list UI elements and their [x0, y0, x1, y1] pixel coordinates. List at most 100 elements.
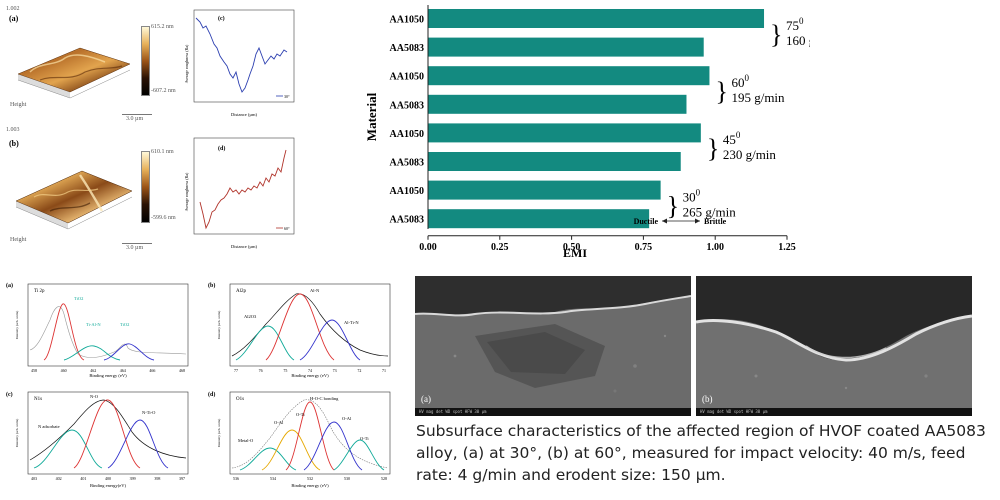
emi-y-axis-label: Material	[364, 92, 379, 141]
roughness-c-ylabel: Average roughness (Ra)	[184, 44, 189, 83]
xps-tick-label: 532	[307, 476, 313, 481]
ductile-brittle-arrow: Ductile Brittle	[634, 217, 727, 226]
xps-panel-a: (a) Ti 2p TiO2 Ti-Al-N TiO2 Binding ener…	[6, 282, 189, 378]
roughness-plot-c: Average roughness (Ra) Distance (µm) (c)…	[180, 4, 300, 122]
xps-d-peak-3: Metal-O	[238, 438, 254, 443]
xps-a-xlabel: Binding energy (eV)	[89, 373, 127, 378]
afm-b-surface	[15, 170, 133, 230]
xps-b-ylabel: Intensity (arb. units)	[217, 310, 221, 339]
afm-a-height-label: Height	[10, 102, 27, 108]
xps-c-peak-2: N-O	[90, 394, 99, 399]
group-brace-icon: }	[707, 134, 719, 163]
sem-caption: Subsurface characteristics of the affect…	[416, 422, 986, 484]
afm-panel-a: 1.002 (a) 615.2 nm -607.2 nm Height 3.0 …	[4, 4, 176, 122]
xps-d-peak-5: O-Al	[342, 416, 352, 421]
xps-c-title: N1s	[34, 397, 42, 402]
afm-a-max: 615.2 nm	[151, 24, 174, 30]
group-angle-label: 300	[683, 187, 701, 204]
group-rate-label: 230 g/min	[723, 147, 777, 162]
xps-tick-label: 468	[179, 368, 185, 373]
xps-d-peak-1: O-Al	[274, 420, 284, 425]
emi-bar	[428, 66, 710, 86]
group-angle-label: 750	[786, 16, 804, 33]
afm-b-colorbar	[141, 151, 150, 223]
xps-a-peak-1: TiO2	[74, 296, 83, 301]
afm-a-letter: (a)	[9, 14, 19, 23]
sem-a-label: (a)	[421, 394, 431, 404]
sem-image-a: (a) HV mag det WD spot HFW 30 µm	[415, 276, 691, 416]
xps-d-letter: (d)	[208, 391, 215, 398]
emi-bar	[428, 123, 701, 143]
emi-bar-chart: AA1050 AA5083 AA1050 AA5083 AA1050 AA5083 AA10…	[364, 5, 810, 260]
ductile-label: Ductile	[634, 217, 659, 226]
xps-a-letter: (a)	[6, 282, 13, 289]
roughness-c-line	[195, 17, 288, 93]
xps-tick-label: 399	[130, 476, 136, 481]
xps-c-peak-1: N adsorbate	[38, 424, 60, 429]
emi-x-tick-label: 0.50	[563, 242, 581, 253]
emi-bar	[428, 180, 661, 200]
roughness-plot-d: Average roughness (Ra) Distance (µm) (d)…	[180, 132, 300, 254]
afm-a-surface	[17, 47, 131, 99]
xps-c-peak-3: N-Ti-O	[142, 410, 156, 415]
emi-bar	[428, 152, 681, 171]
afm-a-min: -607.2 nm	[151, 88, 176, 94]
emi-category-label: AA1050	[390, 129, 424, 140]
xps-d-peak-6: O-Ti	[360, 436, 369, 441]
xps-c-ylabel: Intensity (arb. units)	[15, 418, 19, 447]
group-brace-icon: }	[770, 20, 782, 49]
xps-tick-label: 398	[154, 476, 160, 481]
emi-bar	[428, 37, 704, 57]
afm-a-scale-label: 3.0 µm	[126, 116, 144, 122]
xps-b-peak-3: Al-Ti-N	[344, 320, 359, 325]
afm-b-letter: (b)	[9, 139, 19, 148]
group-rate-label: 265 g/min	[683, 204, 737, 219]
group-angle-label: 600	[731, 73, 749, 90]
xps-a-ylabel: Intensity (arb. units)	[15, 310, 19, 339]
xps-tick-label: 75	[283, 368, 287, 373]
emi-category-label: AA5083	[390, 100, 424, 111]
xps-b-xlabel: Binding energy (eV)	[291, 373, 329, 378]
emi-x-tick-label: 1.00	[706, 242, 724, 253]
brittle-label: Brittle	[704, 217, 727, 226]
xps-panel-b: (b) Al2p Al2O3 Al-N Al-Ti-N Binding ener…	[208, 282, 391, 378]
xps-c-xlabel: Binding energy(eV)	[90, 483, 127, 488]
afm-a-id: 1.002	[6, 6, 20, 12]
emi-category-label: AA1050	[390, 186, 424, 197]
group-rate-label: 160 g/min	[786, 33, 810, 48]
xps-svg: (a) Ti 2p TiO2 Ti-Al-N TiO2 Binding ener…	[6, 282, 391, 488]
xps-a-title: Ti 2p	[34, 289, 45, 294]
roughness-d-letter: (d)	[218, 145, 225, 152]
xps-grid: (a) Ti 2p TiO2 Ti-Al-N TiO2 Binding ener…	[4, 280, 394, 495]
afm-b-id: 1.003	[6, 127, 20, 133]
emi-x-axis-label: EMI	[563, 246, 587, 260]
sem-a-texture: (a)	[415, 276, 691, 408]
afm-a-colorbar	[141, 26, 150, 96]
roughness-plot-c-svg: Average roughness (Ra) Distance (µm) (c)…	[184, 9, 295, 117]
roughness-c-letter: (c)	[218, 15, 225, 22]
xps-tick-label: 528	[381, 476, 387, 481]
sem-image-b: (b) HV mag det WD spot HFW 30 µm	[696, 276, 972, 416]
group-brace-icon: }	[667, 191, 679, 220]
xps-tick-label: 464	[120, 368, 126, 373]
xps-tick-label: 397	[179, 476, 185, 481]
group-brace-icon: }	[715, 77, 727, 106]
roughness-plot-d-svg: Average roughness (Ra) Distance (µm) (d)…	[184, 137, 295, 249]
xps-tick-label: 400	[105, 476, 111, 481]
arrow-left-icon	[662, 218, 667, 224]
xps-tick-label: 536	[233, 476, 239, 481]
afm-b-max: 610.1 nm	[151, 149, 174, 155]
xps-d-title: O1s	[236, 397, 244, 402]
sem-b-texture: (b)	[696, 276, 972, 408]
xps-tick-label: 401	[80, 476, 86, 481]
afm-b-min: -599.6 nm	[151, 215, 176, 221]
roughness-d-legend: 60°	[284, 226, 290, 231]
xps-d-peak-4: O-Ti	[296, 412, 305, 417]
xps-d-ylabel: Intensity (arb. units)	[217, 418, 221, 447]
xps-tick-label: 74	[308, 368, 312, 373]
emi-x-tick-label: 0.00	[419, 242, 437, 253]
xps-d-xlabel: Binding energy (eV)	[291, 483, 329, 488]
xps-tick-label: 466	[149, 368, 155, 373]
xps-tick-label: 534	[270, 476, 276, 481]
xps-tick-label: 530	[344, 476, 350, 481]
